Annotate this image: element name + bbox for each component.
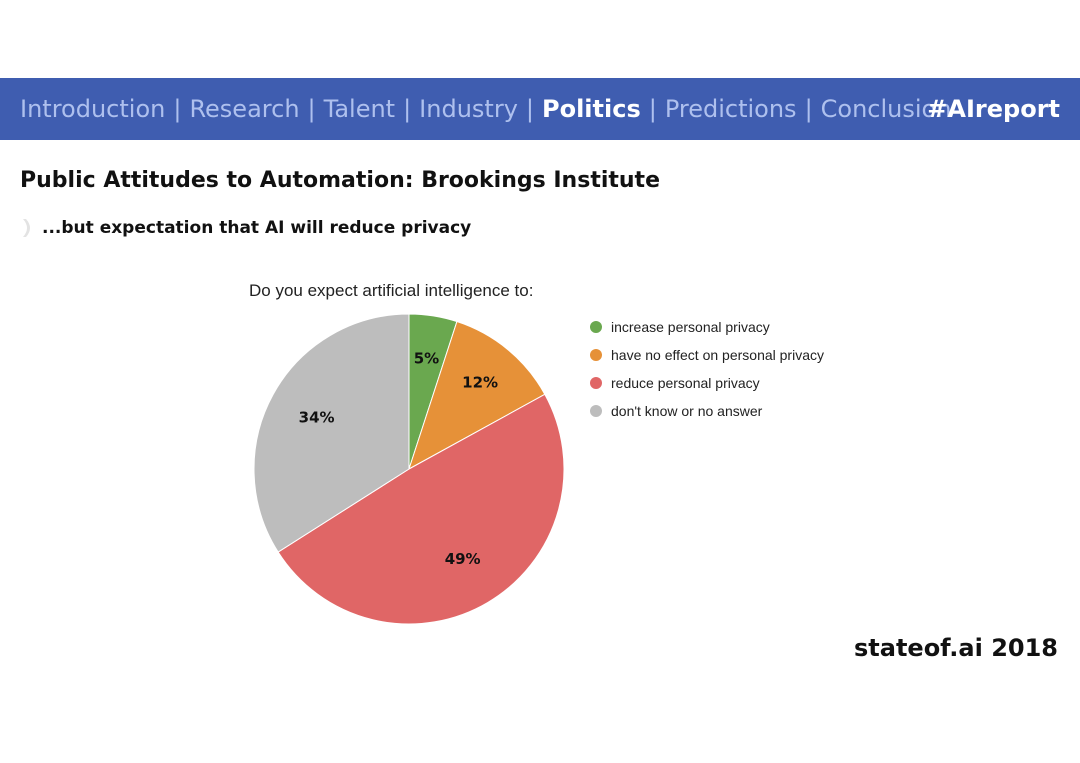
legend-swatch bbox=[590, 377, 602, 389]
nav-separator: | bbox=[648, 95, 657, 123]
nav-item-introduction[interactable]: Introduction bbox=[20, 95, 166, 123]
pie-data-label-0: 5% bbox=[414, 349, 439, 367]
legend-swatch bbox=[590, 405, 602, 417]
nav-item-predictions[interactable]: Predictions bbox=[664, 95, 797, 123]
slide-subtitle-row: ...but expectation that AI will reduce p… bbox=[20, 217, 471, 239]
nav-item-politics[interactable]: Politics bbox=[541, 95, 641, 123]
nav-item-talent[interactable]: Talent bbox=[323, 95, 396, 123]
pie-data-label-2: 49% bbox=[445, 550, 481, 568]
chart-title: Do you expect artificial intelligence to… bbox=[249, 281, 534, 300]
legend-item-increase: increase personal privacy bbox=[590, 313, 824, 341]
legend-label: don't know or no answer bbox=[611, 403, 763, 419]
pie-data-label-1: 12% bbox=[462, 374, 498, 392]
legend-label: have no effect on personal privacy bbox=[611, 347, 824, 363]
legend-swatch bbox=[590, 349, 602, 361]
legend-item-reduce: reduce personal privacy bbox=[590, 369, 824, 397]
top-nav-bar: Introduction | Research | Talent | Indus… bbox=[0, 78, 1080, 140]
nav-separator: | bbox=[403, 95, 412, 123]
pie-slice-1 bbox=[408, 320, 546, 471]
nav-separator: | bbox=[804, 95, 813, 123]
section-nav: Introduction | Research | Talent | Indus… bbox=[20, 95, 951, 123]
legend-item-no-effect: have no effect on personal privacy bbox=[590, 341, 824, 369]
legend-label: increase personal privacy bbox=[611, 319, 770, 335]
pie-slice-2 bbox=[277, 393, 565, 625]
nav-separator: | bbox=[525, 95, 534, 123]
nav-item-conclusion[interactable]: Conclusion bbox=[820, 95, 952, 123]
pie-data-label-3: 34% bbox=[299, 409, 335, 427]
nav-separator: | bbox=[307, 95, 316, 123]
pie-slice-3 bbox=[253, 313, 410, 553]
slide-title: Public Attitudes to Automation: Brooking… bbox=[20, 168, 660, 193]
chart-legend: increase personal privacy have no effect… bbox=[590, 313, 824, 425]
legend-swatch bbox=[590, 321, 602, 333]
legend-item-dont-know: don't know or no answer bbox=[590, 397, 824, 425]
chevron-bullet-icon bbox=[23, 219, 30, 237]
footer-source: stateof.ai 2018 bbox=[853, 634, 1058, 662]
legend-label: reduce personal privacy bbox=[611, 375, 760, 391]
hashtag-label: #AIreport bbox=[927, 95, 1060, 123]
nav-item-industry[interactable]: Industry bbox=[419, 95, 518, 123]
nav-item-research[interactable]: Research bbox=[189, 95, 300, 123]
slide-subtitle: ...but expectation that AI will reduce p… bbox=[42, 218, 472, 238]
nav-separator: | bbox=[173, 95, 182, 123]
